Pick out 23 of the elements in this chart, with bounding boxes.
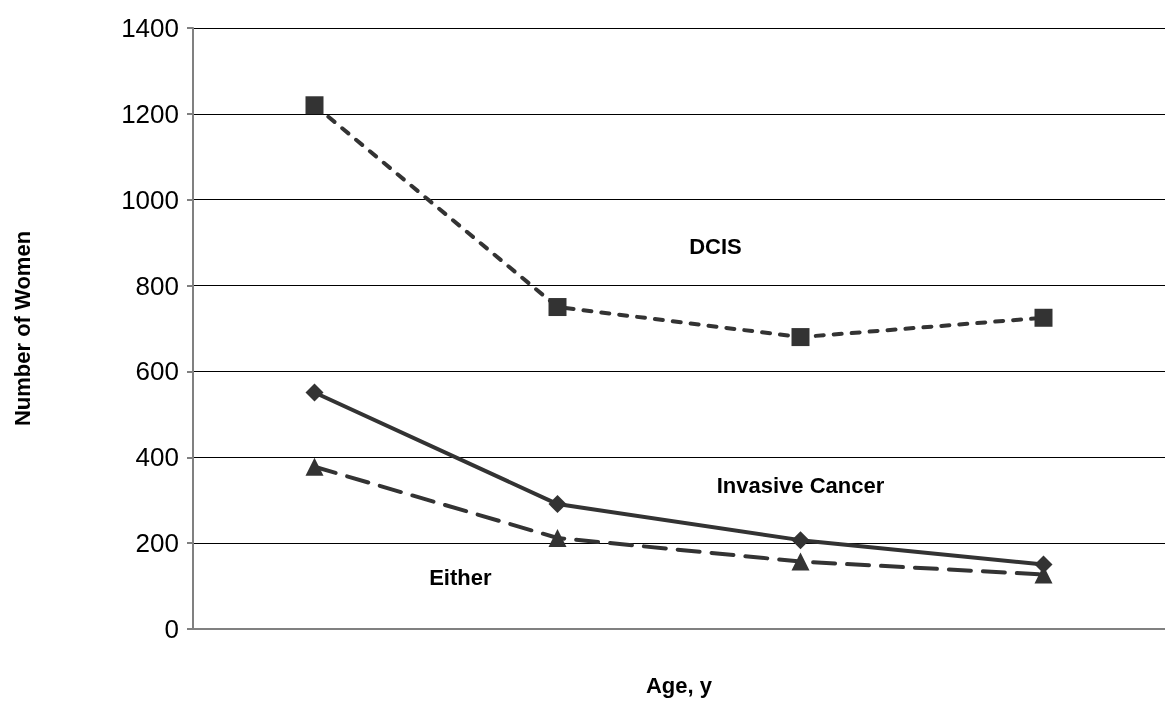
text: DCIS — [689, 234, 742, 260]
y-tick-label: 1000 — [121, 184, 179, 215]
point — [791, 531, 810, 550]
y-tick-label: 800 — [135, 270, 179, 301]
series-label: Invasive Cancer — [716, 472, 885, 498]
point — [791, 552, 810, 571]
point — [548, 298, 567, 317]
x-axis-title: Age, y — [645, 672, 713, 698]
y-tick-label: 0 — [164, 614, 179, 644]
y-tick-label: 200 — [135, 528, 179, 559]
point — [305, 383, 324, 402]
y-tick-label: 1400 — [121, 13, 179, 43]
y-tick-label: 1200 — [121, 98, 179, 129]
point — [791, 328, 810, 347]
point — [305, 457, 324, 476]
point — [305, 96, 324, 115]
text: Either — [429, 564, 492, 590]
point — [548, 528, 567, 547]
y-axis-title: Number of Women — [9, 230, 35, 427]
point — [1034, 308, 1053, 327]
point — [548, 495, 567, 514]
y-tick-label: 400 — [135, 442, 179, 473]
y-tick-label: 600 — [135, 356, 179, 387]
